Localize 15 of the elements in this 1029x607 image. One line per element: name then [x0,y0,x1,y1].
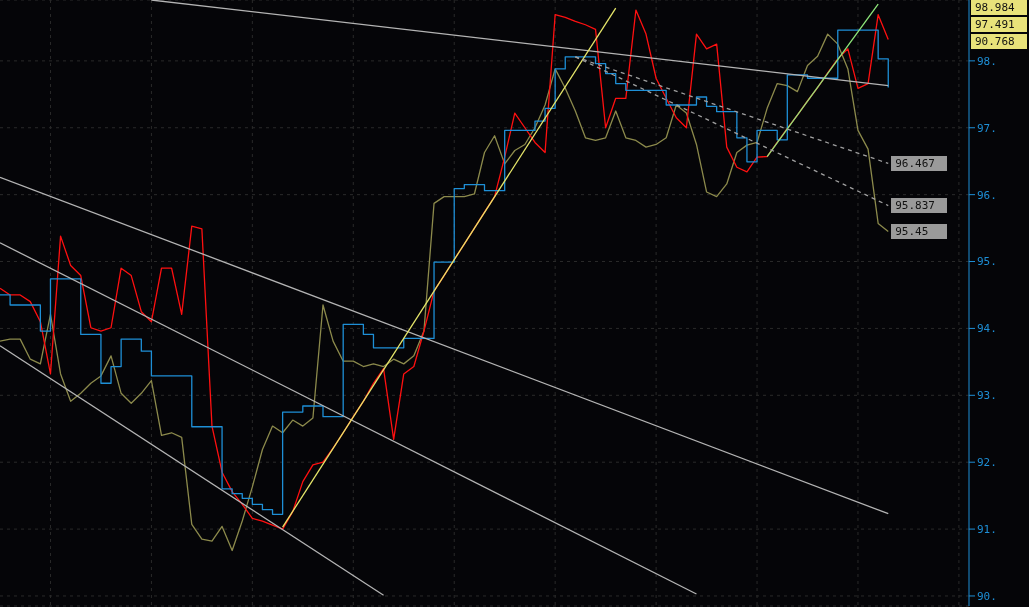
y-tick-label: 92. [977,456,997,470]
y-tick-label: 94. [977,322,997,336]
text: 98.984 [971,0,1027,15]
text: 97.491 [971,17,1027,32]
data-label: 95.837 [891,197,948,213]
y-tick-label: 96. [977,188,997,202]
data-label: 95.45 [891,223,948,239]
y-tick-label: 95. [977,255,997,269]
y-tick-label: 90. [977,589,997,603]
y-tick-label: 98. [977,54,997,68]
y-tick-label: 91. [977,522,997,536]
data-label: 96.467 [891,155,948,171]
y-tick-label: 97. [977,121,997,135]
y-tick-label: 93. [977,389,997,403]
text: 90.768 [971,34,1027,49]
